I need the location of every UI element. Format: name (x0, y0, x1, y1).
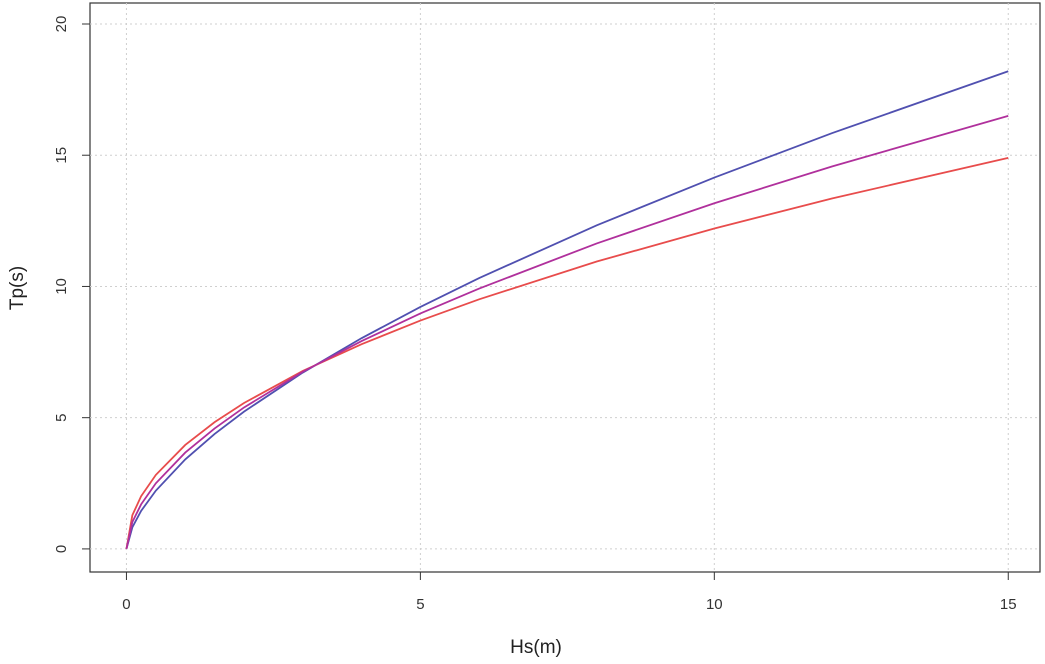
x-tick-label: 5 (416, 596, 424, 613)
plot-frame (89, 2, 1041, 573)
series-line (125, 70, 1009, 550)
y-tick-label: 10 (53, 278, 70, 295)
y-axis-title: Tp(s) (7, 266, 28, 310)
series-line (125, 114, 1009, 550)
y-tick-label: 15 (53, 147, 70, 164)
x-tick-label: 10 (706, 596, 723, 613)
x-axis-title: Hs(m) (510, 637, 562, 658)
y-tick-label: 5 (53, 414, 70, 422)
x-tick-label: 0 (122, 596, 130, 613)
series-line (125, 156, 1009, 550)
x-tick-label: 15 (1000, 596, 1017, 613)
y-tick-label: 20 (53, 16, 70, 33)
y-tick-label: 0 (53, 545, 70, 553)
